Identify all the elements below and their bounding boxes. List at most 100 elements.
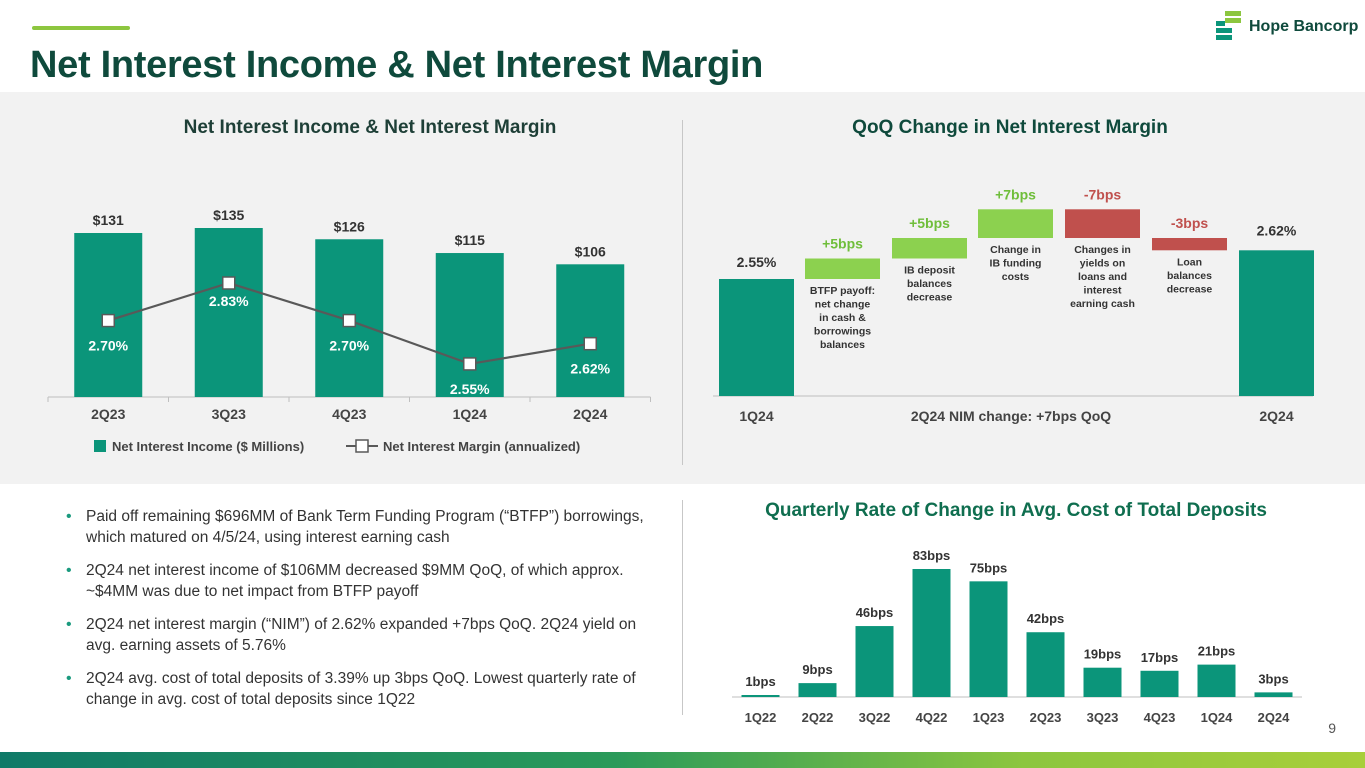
x-tick-label: 2Q23 (91, 406, 125, 422)
page-title: Net Interest Income & Net Interest Margi… (30, 44, 764, 86)
end-value-label: 2.62% (1257, 222, 1297, 238)
key-points-list: • Paid off remaining $696MM of Bank Term … (66, 506, 646, 722)
key-point: • 2Q24 net interest margin (“NIM”) of 2.6… (66, 616, 637, 654)
nii-bar (435, 253, 504, 397)
waterfall-step-note: yields on (1080, 258, 1126, 270)
deposit-value-label: 46bps (856, 605, 894, 620)
waterfall-step-note: balances (1167, 270, 1212, 282)
waterfall-step-label: +5bps (822, 236, 863, 252)
footer-gradient-bar (0, 752, 1365, 768)
x-tick-label: 4Q23 (332, 406, 366, 422)
waterfall-step-note: costs (1002, 271, 1030, 283)
nim-marker (583, 336, 597, 351)
nii-value-label: $106 (575, 243, 606, 259)
deposit-cost-chart: 1bps 1Q22 9bps 2Q22 46bps 3Q22 83bps 4Q22 75bps 1… (732, 548, 1302, 725)
qoq-chart-title: QoQ Change in Net Interest Margin (852, 117, 1168, 138)
start-category-label: 1Q24 (739, 408, 773, 424)
deposit-bar (1254, 692, 1293, 697)
waterfall-step-note: earning cash (1070, 298, 1135, 310)
nim-value-label: 2.70% (329, 338, 369, 354)
x-tick-label: 4Q22 (916, 710, 948, 725)
x-tick-label: 3Q23 (1087, 710, 1119, 725)
bullet-dot-icon: • (66, 616, 72, 633)
nim-marker (222, 276, 236, 290)
nim-value-label: 2.70% (88, 338, 128, 354)
deposit-bar (741, 695, 780, 697)
x-tick-label: 2Q22 (802, 710, 834, 725)
legend-line-marker (355, 439, 369, 453)
nim-marker (101, 313, 115, 328)
key-point: • 2Q24 net interest income of $106MM decr… (66, 562, 624, 600)
waterfall-step-note: net change (815, 299, 871, 311)
nii-value-label: $126 (334, 218, 365, 234)
deposit-value-label: 1bps (745, 674, 775, 689)
company-logo: Hope Bancorp (1215, 10, 1358, 42)
waterfall-step-note: in cash & (819, 312, 866, 324)
waterfall-step-note: Change in (990, 244, 1041, 256)
deposit-bar (1026, 632, 1065, 697)
waterfall-step-note: borrowings (814, 326, 871, 338)
nim-value-label: 2.55% (450, 381, 490, 397)
nii-bar (194, 228, 263, 397)
deposit-bar (912, 569, 951, 697)
waterfall-step-bar (805, 258, 880, 279)
waterfall-step-bar (978, 209, 1053, 238)
deposit-bar (969, 581, 1008, 697)
legend-bar-swatch (94, 440, 106, 452)
start-value-label: 2.55% (737, 254, 777, 270)
waterfall-step-note: IB deposit (904, 265, 955, 277)
waterfall-step-label: +7bps (995, 186, 1036, 202)
bullet-dot-icon: • (66, 670, 72, 687)
x-tick-label: 2Q23 (1030, 710, 1062, 725)
x-tick-label: 1Q23 (973, 710, 1005, 725)
deposit-bar (855, 626, 894, 697)
x-tick-label: 1Q22 (745, 710, 777, 725)
waterfall-step-note: BTFP payoff: (810, 285, 875, 297)
nii-value-label: $135 (213, 207, 244, 223)
nii-nim-chart: $131 2Q23 $135 3Q23 $126 4Q23 $115 1Q24 $106 2Q24… (47, 207, 651, 454)
deposit-value-label: 9bps (802, 662, 832, 677)
nim-value-label: 2.62% (570, 361, 610, 377)
start-bar (719, 279, 794, 396)
waterfall-step-note: balances (820, 339, 865, 351)
x-tick-label: 2Q24 (573, 406, 607, 422)
x-tick-label: 2Q24 (1258, 710, 1291, 725)
deposit-value-label: 21bps (1198, 644, 1236, 659)
waterfall-step-bar (892, 238, 967, 259)
waterfall-step-note: loans and (1078, 271, 1127, 283)
x-tick-label: 1Q24 (453, 406, 487, 422)
waterfall-step-bar (1065, 209, 1140, 238)
x-tick-label: 3Q22 (859, 710, 891, 725)
waterfall-step-bar (1152, 238, 1227, 251)
nim-marker (342, 313, 356, 328)
end-category-label: 2Q24 (1259, 408, 1293, 424)
end-bar (1239, 250, 1314, 396)
key-point: • Paid off remaining $696MM of Bank Term … (66, 508, 644, 546)
nii-bar (556, 264, 625, 397)
legend-line-label: Net Interest Margin (annualized) (383, 439, 580, 454)
nim-change-footer: 2Q24 NIM change: +7bps QoQ (911, 408, 1111, 424)
x-tick-label: 3Q23 (212, 406, 246, 422)
x-tick-label: 1Q24 (1201, 710, 1234, 725)
waterfall-step-note: balances (907, 278, 952, 290)
title-accent-line (32, 26, 130, 30)
deposit-bar (1140, 670, 1179, 697)
waterfall-step-note: interest (1084, 285, 1122, 297)
bullet-dot-icon: • (66, 508, 72, 525)
waterfall-step-label: +5bps (909, 215, 950, 231)
deposit-value-label: 3bps (1258, 671, 1288, 686)
deposit-chart-title: Quarterly Rate of Change in Avg. Cost of… (765, 500, 1267, 521)
waterfall-step-note: decrease (1167, 283, 1213, 295)
waterfall-step-note: decrease (907, 292, 953, 304)
deposit-value-label: 19bps (1084, 647, 1122, 662)
deposit-value-label: 42bps (1027, 611, 1065, 626)
waterfall-step-note: IB funding (990, 258, 1042, 270)
waterfall-step-note: Loan (1177, 256, 1202, 268)
deposit-bar (798, 683, 837, 697)
waterfall-step-label: -3bps (1171, 215, 1209, 231)
bullet-dot-icon: • (66, 562, 72, 579)
section-divider-bottom (682, 500, 683, 715)
page-number: 9 (1328, 720, 1336, 736)
nim-marker (463, 357, 477, 371)
